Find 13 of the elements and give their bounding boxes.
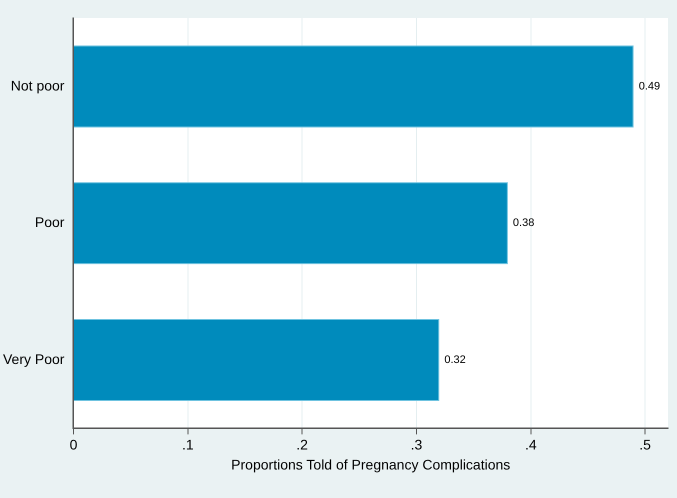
data-label: 0.32	[444, 354, 466, 366]
y-tick-label: Not poor	[10, 77, 65, 94]
x-tick-label: .1	[182, 436, 194, 453]
x-tick-label: .2	[296, 436, 308, 453]
x-tick-label: .4	[524, 436, 537, 453]
y-tick-label: Very Poor	[2, 350, 65, 367]
x-tick-label: .3	[410, 436, 423, 453]
x-axis-title: Proportions Told of Pregnancy Complications	[231, 456, 510, 472]
x-tick-label: 0	[70, 436, 78, 453]
data-label: 0.49	[638, 80, 660, 92]
data-label: 0.38	[512, 217, 534, 230]
y-tick-label: Poor	[34, 214, 65, 230]
x-tick-label: .5	[639, 436, 652, 453]
